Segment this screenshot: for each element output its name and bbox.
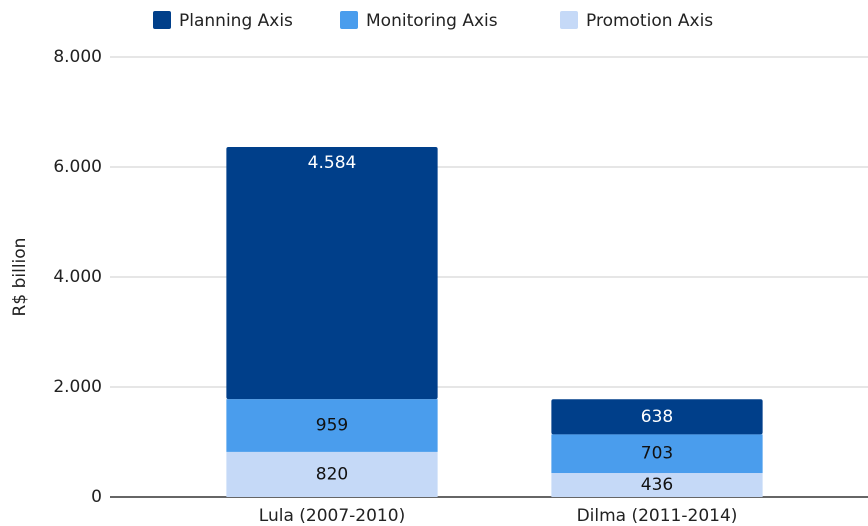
data-label: 820 — [316, 464, 348, 484]
bar-segment — [226, 399, 438, 452]
y-tick-label: 2.000 — [53, 377, 102, 397]
legend-swatch — [340, 11, 358, 29]
data-label: 436 — [641, 475, 673, 495]
data-label: 959 — [316, 416, 348, 436]
bar-segment — [226, 147, 438, 400]
bar-segment — [551, 399, 763, 435]
bar-segment — [226, 451, 438, 497]
x-tick-label: Lula (2007-2010) — [259, 506, 405, 526]
legend-label: Planning Axis — [179, 11, 293, 31]
data-label: 703 — [641, 444, 673, 464]
legend-swatch — [560, 11, 578, 29]
legend-label: Promotion Axis — [586, 11, 713, 31]
y-tick-label: 6.000 — [53, 157, 102, 177]
bar-segment — [551, 434, 763, 474]
y-tick-label: 8.000 — [53, 47, 102, 67]
y-tick-label: 0 — [91, 487, 102, 507]
legend-label: Monitoring Axis — [366, 11, 498, 31]
data-label: 638 — [641, 407, 673, 427]
y-tick-label: 4.000 — [53, 267, 102, 287]
bar-segment — [551, 473, 763, 497]
legend-swatch — [153, 11, 171, 29]
y-axis-label: R$ billion — [10, 238, 30, 317]
x-tick-label: Dilma (2011-2014) — [577, 506, 738, 526]
data-label: 4.584 — [308, 153, 357, 173]
